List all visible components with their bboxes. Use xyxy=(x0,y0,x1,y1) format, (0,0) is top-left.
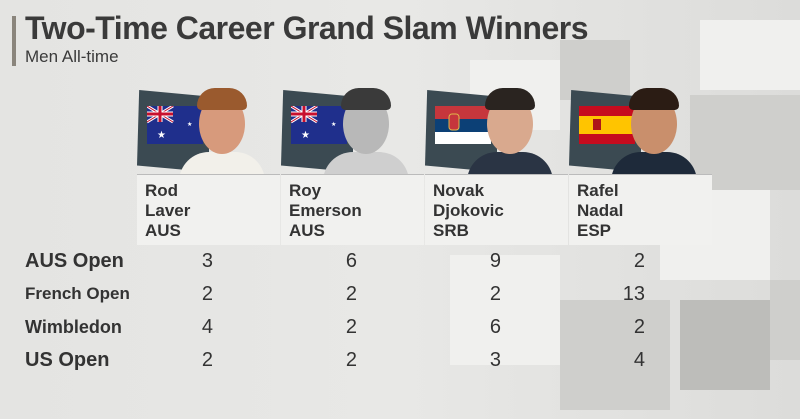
spain-flag-icon xyxy=(579,106,635,144)
page-subtitle: Men All-time xyxy=(25,47,119,66)
player-last-name: Emerson xyxy=(289,201,362,220)
player-country: ESP xyxy=(577,221,612,240)
player-last-name: Djokovic xyxy=(433,201,504,220)
row-label-aus-open: AUS Open xyxy=(25,250,124,272)
title-accent-bar xyxy=(12,16,16,66)
player-first-name: Roy xyxy=(289,181,322,200)
svg-text:★: ★ xyxy=(331,121,336,128)
player-name-box: Novak Djokovic SRB xyxy=(425,174,568,245)
svg-text:★: ★ xyxy=(157,130,166,141)
table-cell: 2 xyxy=(633,316,645,338)
table-cell: 3 xyxy=(201,250,213,272)
player-photo xyxy=(179,84,265,174)
table-cell: 6 xyxy=(489,316,501,338)
table-cell: 6 xyxy=(345,250,357,272)
player-country: AUS xyxy=(145,221,181,240)
player-photo xyxy=(323,84,409,174)
serbia-flag-icon xyxy=(435,106,491,144)
table-cell: 9 xyxy=(489,250,501,272)
table-cell: 2 xyxy=(489,283,501,305)
player-last-name: Nadal xyxy=(577,201,624,220)
player-first-name: Rod xyxy=(145,181,179,200)
table-cell: 2 xyxy=(345,349,357,371)
table-cell: 13 xyxy=(622,283,645,305)
row-label-french-open: French Open xyxy=(25,284,130,303)
player-photo xyxy=(611,84,697,174)
player-country: AUS xyxy=(289,221,325,240)
row-label-us-open: US Open xyxy=(25,349,110,371)
table-cell: 4 xyxy=(633,349,645,371)
svg-text:★: ★ xyxy=(187,121,192,128)
player-name-box: Rafel Nadal ESP xyxy=(569,174,712,245)
table-cell: 2 xyxy=(201,283,213,305)
player-photo xyxy=(467,84,553,174)
table-cell: 2 xyxy=(633,250,645,272)
australia-flag-icon: ★ ★ xyxy=(147,106,203,144)
table-cell: 4 xyxy=(201,316,213,338)
page-title: Two-Time Career Grand Slam Winners xyxy=(25,10,589,46)
row-label-wimbledon: Wimbledon xyxy=(25,317,122,337)
player-first-name: Novak xyxy=(433,181,485,200)
svg-text:★: ★ xyxy=(301,130,310,141)
player-last-name: Laver xyxy=(145,201,191,220)
australia-flag-icon: ★ ★ xyxy=(291,106,347,144)
table-cell: 3 xyxy=(489,349,501,371)
table-cell: 2 xyxy=(345,283,357,305)
table-cell: 2 xyxy=(345,316,357,338)
player-name-box: Rod Laver AUS xyxy=(137,174,280,245)
player-first-name: Rafel xyxy=(577,181,619,200)
table-cell: 2 xyxy=(201,349,213,371)
player-country: SRB xyxy=(433,221,469,240)
player-name-box: Roy Emerson AUS xyxy=(281,174,424,245)
